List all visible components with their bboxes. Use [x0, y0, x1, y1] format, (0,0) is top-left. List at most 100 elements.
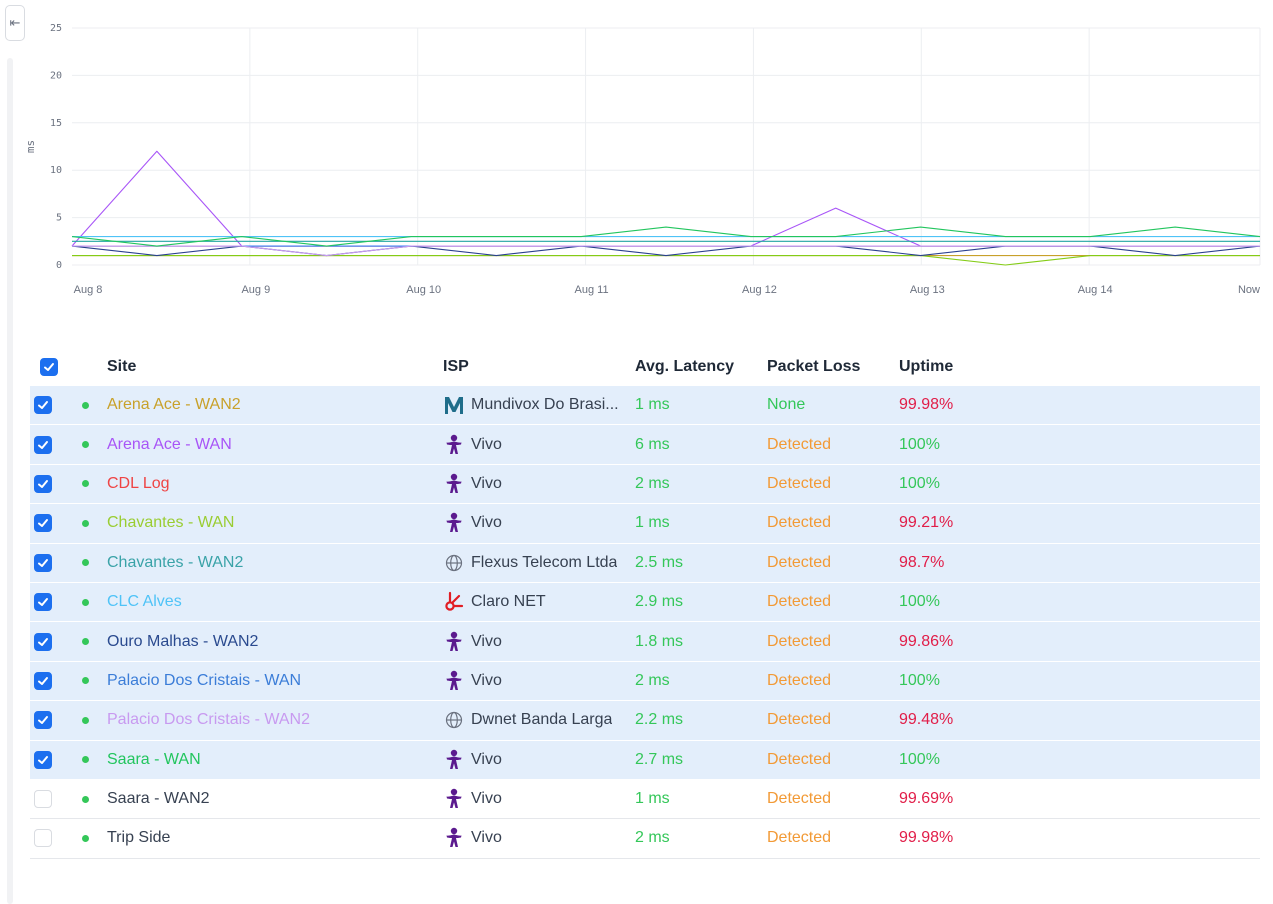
- status-dot: [82, 834, 89, 842]
- row-checkbox[interactable]: [34, 396, 52, 415]
- avg-latency: 1 ms: [635, 396, 670, 414]
- site-name[interactable]: Arena Ace - WAN: [107, 435, 232, 453]
- vivo-icon: [443, 631, 465, 653]
- y-axis-label: ms: [24, 140, 37, 153]
- x-tick-label: Aug 14: [1078, 284, 1113, 296]
- checkbox-cell: [34, 780, 64, 818]
- site-name[interactable]: Palacio Dos Cristais - WAN2: [107, 711, 311, 729]
- site-name[interactable]: Saara - WAN: [107, 750, 201, 768]
- site-name[interactable]: CLC Alves: [107, 593, 182, 611]
- table-row[interactable]: Saara - WAN2 Vivo 1 ms Detected 99.69%: [30, 779, 1260, 820]
- isp-cell: Dwnet Banda Larga: [443, 701, 628, 739]
- checkbox-cell: [34, 741, 64, 779]
- row-checkbox[interactable]: [34, 553, 52, 572]
- site-name[interactable]: Saara - WAN2: [107, 790, 210, 808]
- status-dot: [82, 677, 89, 685]
- packet-loss: Detected: [767, 514, 832, 532]
- table-row[interactable]: Arena Ace - WAN2 Mundivox Do Brasi... 1 ms…: [30, 386, 1260, 426]
- table-row[interactable]: Chavantes - WAN2 Flexus Telecom Ltda 2.5 m…: [30, 543, 1260, 583]
- table-row[interactable]: Palacio Dos Cristais - WAN2 Dwnet Banda L…: [30, 701, 1260, 741]
- table-body: Arena Ace - WAN2 Mundivox Do Brasi... 1 ms…: [30, 386, 1260, 859]
- y-tick-label: 10: [50, 165, 62, 176]
- x-tick-label: Aug 11: [575, 284, 609, 296]
- row-checkbox[interactable]: [34, 474, 52, 493]
- status-dot-cell: [82, 386, 94, 424]
- avg-latency: 2 ms: [635, 829, 670, 847]
- column-header-site[interactable]: Site: [107, 358, 137, 375]
- table-row[interactable]: Ouro Malhas - WAN2 Vivo 1.8 ms Detected 99.8…: [30, 622, 1260, 662]
- packet-loss: Detected: [767, 790, 832, 808]
- row-checkbox[interactable]: [34, 632, 52, 651]
- isp-cell: Vivo: [443, 425, 628, 463]
- table-row[interactable]: Chavantes - WAN Vivo 1 ms Detected 99.21%: [30, 504, 1260, 544]
- avg-latency: 1.8 ms: [635, 632, 684, 650]
- select-all-checkbox[interactable]: [40, 358, 58, 376]
- table-row[interactable]: Arena Ace - WAN Vivo 6 ms Detected 100%: [30, 425, 1260, 465]
- x-tick-label: Aug 10: [406, 284, 441, 296]
- isp-cell: Mundivox Do Brasi...: [443, 386, 628, 424]
- vivo-icon: [443, 827, 465, 849]
- column-header-loss[interactable]: Packet Loss: [767, 358, 861, 375]
- column-header-uptime[interactable]: Uptime: [899, 358, 954, 375]
- checkbox-cell: [34, 544, 64, 582]
- status-dot: [82, 519, 89, 527]
- table-row[interactable]: Saara - WAN Vivo 2.7 ms Detected 100%: [30, 740, 1260, 780]
- y-tick-label: 15: [50, 118, 62, 129]
- isp-name: Flexus Telecom Ltda: [471, 553, 618, 571]
- uptime: 99.21%: [899, 514, 954, 532]
- status-dot-cell: [82, 622, 94, 660]
- site-name[interactable]: Palacio Dos Cristais - WAN: [107, 671, 302, 689]
- vivo-icon: [443, 670, 465, 692]
- row-checkbox[interactable]: [34, 750, 52, 769]
- avg-latency: 2 ms: [635, 474, 670, 492]
- row-checkbox[interactable]: [34, 671, 52, 690]
- packet-loss: Detected: [767, 553, 832, 571]
- column-header-latency[interactable]: Avg. Latency: [635, 358, 734, 375]
- uptime: 99.98%: [899, 396, 954, 414]
- status-dot: [82, 598, 89, 606]
- site-name[interactable]: Trip Side: [107, 829, 171, 847]
- table-row[interactable]: CDL Log Vivo 2 ms Detected 100%: [30, 464, 1260, 505]
- row-checkbox[interactable]: [34, 593, 52, 612]
- uptime: 100%: [899, 435, 940, 453]
- collapse-left-icon[interactable]: ⇤: [5, 5, 25, 41]
- row-checkbox[interactable]: [34, 514, 52, 533]
- isp-name: Vivo: [471, 750, 502, 768]
- y-tick-label: 25: [50, 23, 62, 34]
- isp-cell: Vivo: [443, 622, 628, 660]
- checkbox-cell: [34, 622, 64, 660]
- x-tick-label: Aug 12: [742, 284, 777, 296]
- site-name[interactable]: Arena Ace - WAN2: [107, 396, 241, 414]
- row-checkbox[interactable]: [34, 435, 52, 454]
- site-name[interactable]: Ouro Malhas - WAN2: [107, 632, 259, 650]
- isp-cell: Vivo: [443, 504, 628, 542]
- checkbox-cell: [34, 819, 64, 857]
- site-name[interactable]: CDL Log: [107, 474, 170, 492]
- packet-loss: Detected: [767, 750, 832, 768]
- column-header-isp[interactable]: ISP: [443, 358, 469, 375]
- table-header: Site ISP Avg. Latency Packet Loss Uptime: [30, 348, 1260, 386]
- packet-loss: Detected: [767, 829, 832, 847]
- y-tick-label: 20: [50, 70, 62, 81]
- avg-latency: 6 ms: [635, 435, 670, 453]
- scrollbar-track[interactable]: [7, 58, 13, 904]
- row-checkbox[interactable]: [34, 711, 52, 730]
- site-name[interactable]: Chavantes - WAN2: [107, 553, 244, 571]
- status-dot-cell: [82, 465, 94, 503]
- status-dot-cell: [82, 741, 94, 779]
- table-row[interactable]: CLC Alves Claro NET 2.9 ms Detected 100%: [30, 582, 1260, 623]
- checkbox-cell: [34, 465, 64, 503]
- isp-cell: Vivo: [443, 662, 628, 700]
- table-row[interactable]: Palacio Dos Cristais - WAN Vivo 2 ms Detect…: [30, 661, 1260, 702]
- series-line: [71, 226, 1261, 247]
- table-row[interactable]: Trip Side Vivo 2 ms Detected 99.98%: [30, 819, 1260, 859]
- site-name[interactable]: Chavantes - WAN: [107, 514, 235, 532]
- isp-name: Claro NET: [471, 593, 546, 611]
- status-dot: [82, 401, 89, 409]
- row-checkbox[interactable]: [34, 790, 52, 809]
- isp-name: Vivo: [471, 671, 502, 689]
- row-checkbox[interactable]: [34, 829, 52, 848]
- packet-loss: Detected: [767, 593, 832, 611]
- y-tick-label: 5: [56, 213, 62, 224]
- status-dot: [82, 756, 89, 764]
